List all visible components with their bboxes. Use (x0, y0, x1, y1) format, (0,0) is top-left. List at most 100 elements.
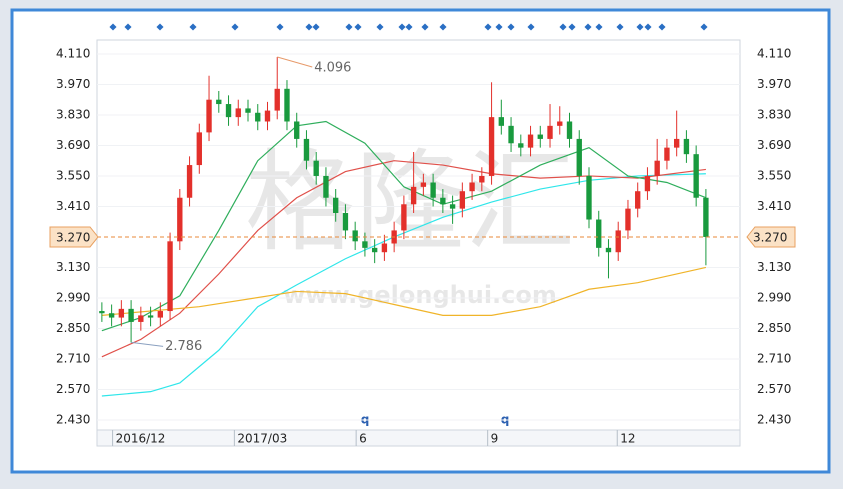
candle-body (216, 99, 222, 105)
event-diamond (644, 23, 652, 31)
event-diamond (189, 23, 197, 31)
candle-body (294, 121, 300, 139)
candle-body (693, 154, 699, 198)
event-diamond (231, 23, 239, 31)
y-tick-label-right: 4.110 (757, 46, 791, 60)
candle-body (440, 197, 446, 205)
event-diamond (398, 23, 406, 31)
candle-body (683, 138, 690, 155)
event-diamond (484, 23, 492, 31)
y-tick-label-right: 3.970 (757, 77, 791, 91)
candle-body (167, 241, 173, 312)
moving-average (101, 120, 707, 332)
candle-body (586, 175, 592, 220)
moving-average (101, 266, 707, 316)
candle-body (615, 230, 621, 253)
candle-body (225, 104, 232, 118)
high-annotation: 4.096 (314, 60, 351, 75)
event-diamond (658, 23, 666, 31)
candle-body (118, 308, 125, 318)
y-tick-label: 3.410 (56, 199, 90, 213)
candle-body (157, 311, 164, 318)
candle-body (605, 247, 612, 253)
x-tick-label: 6 (359, 432, 367, 446)
y-tick-label: 2.990 (56, 290, 90, 304)
y-tick-label: 2.850 (56, 321, 90, 335)
candle-body (99, 311, 105, 314)
candle-body (673, 138, 680, 148)
event-diamond (584, 23, 592, 31)
y-tick-label-right: 3.830 (757, 107, 791, 121)
y-tick-label-right: 3.690 (757, 138, 791, 152)
event-diamond (305, 23, 313, 31)
panel (10, 8, 831, 474)
candle-body (196, 132, 202, 166)
event-diamond (636, 23, 644, 31)
candle-body (449, 204, 456, 209)
candle-body (362, 241, 368, 248)
candle-body (108, 313, 115, 318)
y-tick-label: 2.570 (56, 382, 90, 396)
y-tick-label: 4.110 (56, 46, 90, 60)
y-tick-label-right: 2.710 (757, 351, 791, 365)
candle-body (703, 197, 709, 237)
candle-body (147, 315, 154, 318)
candle-body (518, 143, 524, 148)
candle-body (235, 108, 241, 118)
watermark-url: www.gelonghui.com (283, 281, 557, 309)
y-tick-label-right: 2.990 (757, 290, 791, 304)
current-price-label: 3.270 (753, 230, 787, 244)
event-diamond (507, 23, 515, 31)
y-tick-label: 3.830 (56, 107, 90, 121)
y-tick-label-right: 2.430 (757, 412, 791, 426)
watermark: 格隆汇 www.gelonghui.com (245, 138, 575, 309)
y-tick-label: 3.690 (56, 138, 90, 152)
candle-body (206, 99, 212, 133)
y-tick-label: 2.430 (56, 412, 90, 426)
current-price-tag-right (746, 226, 796, 248)
candle-body (576, 138, 582, 176)
event-diamond (527, 23, 535, 31)
candle-body (547, 125, 553, 139)
y-tick-label: 3.130 (56, 260, 90, 274)
y-tick-label-right: 3.130 (757, 260, 791, 274)
event-diamond (354, 23, 362, 31)
candle-body (352, 230, 358, 242)
x-tick-label: 2016/12 (116, 432, 166, 446)
candle-body (410, 186, 417, 205)
date-axis (96, 429, 741, 447)
moving-average (101, 160, 706, 358)
candle-body (274, 88, 280, 111)
event-diamond (495, 23, 503, 31)
event-diamond (345, 23, 353, 31)
annotation-leader (131, 341, 164, 347)
candle-body (177, 197, 183, 242)
event-diamond (559, 23, 567, 31)
candle-body (303, 138, 310, 161)
current-price-label: 3.270 (56, 230, 90, 244)
event-diamond (595, 23, 603, 31)
candle-body (508, 125, 514, 144)
candle-body (420, 182, 427, 187)
candle-body (323, 175, 329, 198)
y-tick-label: 2.710 (56, 351, 90, 365)
candle-body (537, 134, 543, 139)
candle-body (469, 182, 475, 192)
annotation-leader (277, 56, 313, 68)
x-tick-label: 12 (620, 432, 635, 446)
candle-body (635, 191, 641, 209)
event-diamond (156, 23, 164, 31)
candle-body (284, 88, 290, 122)
candle-body (664, 147, 670, 161)
candle-body (342, 212, 349, 231)
candle-body (313, 160, 319, 176)
candle-body (488, 117, 495, 176)
candle-body (333, 197, 339, 213)
event-diamond (439, 23, 447, 31)
event-diamond (312, 23, 320, 31)
candle-body (459, 191, 466, 209)
candle-body (401, 204, 407, 231)
event-diamond (405, 23, 413, 31)
candle-body (625, 208, 631, 231)
